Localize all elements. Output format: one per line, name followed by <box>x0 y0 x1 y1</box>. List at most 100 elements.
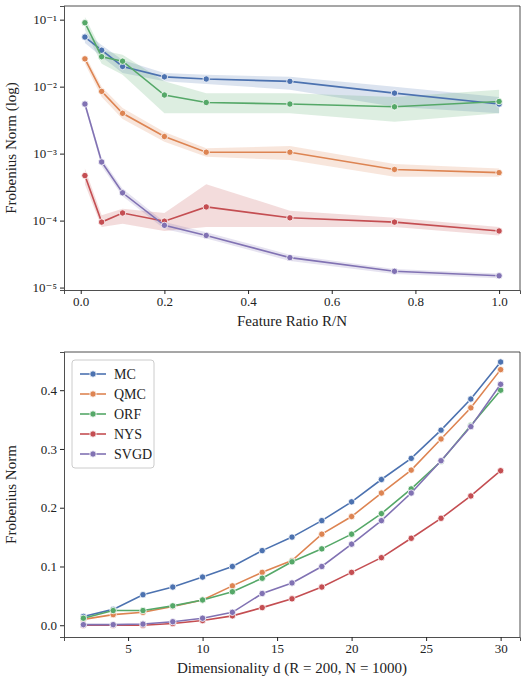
tick: 10⁻⁴ <box>33 213 64 228</box>
point <box>348 499 354 505</box>
axis-line <box>60 353 65 638</box>
tick-label: 0.2 <box>157 294 173 309</box>
point <box>203 76 209 82</box>
y-axis: 0.0 0.1 0.2 0.3 0.4 <box>41 353 65 638</box>
point <box>348 531 354 537</box>
tick-mark <box>60 87 64 88</box>
point <box>438 458 444 464</box>
tick: 15 <box>271 637 284 656</box>
point <box>98 53 104 59</box>
point <box>497 468 503 474</box>
point <box>110 607 116 613</box>
tick: 25 <box>420 637 433 656</box>
x-axis: 51015202530 <box>65 637 521 656</box>
y-axis: 10⁻⁵10⁻⁴10⁻³10⁻²10⁻¹ <box>33 7 65 296</box>
point <box>468 423 474 429</box>
frame <box>64 6 520 7</box>
point <box>170 619 176 625</box>
tick-mark <box>60 154 64 155</box>
tick-mark <box>60 449 64 450</box>
point <box>391 268 397 274</box>
tick-label: 5 <box>125 641 132 656</box>
tick-label: 0.3 <box>41 442 57 457</box>
point <box>287 215 293 221</box>
point <box>140 591 146 597</box>
point <box>497 359 503 365</box>
legend-label: NYS <box>114 427 142 442</box>
legend-label: ORF <box>114 407 141 422</box>
x-axis-title: Feature Ratio R/N <box>237 313 347 329</box>
point <box>229 563 235 569</box>
point <box>408 455 414 461</box>
point <box>80 622 86 628</box>
point <box>140 607 146 613</box>
point <box>391 219 397 225</box>
point <box>119 210 125 216</box>
point <box>348 541 354 547</box>
axis-line <box>65 291 521 295</box>
tick: 0.2 <box>41 500 64 515</box>
point <box>289 580 295 586</box>
plot-area <box>80 359 504 629</box>
point <box>496 169 502 175</box>
point <box>98 219 104 225</box>
point <box>378 554 384 560</box>
point <box>259 575 265 581</box>
point <box>229 609 235 615</box>
series-line <box>83 471 500 626</box>
legend-marker <box>90 371 96 377</box>
confidence-band <box>85 168 499 235</box>
point <box>199 597 205 603</box>
point <box>319 546 325 552</box>
point <box>287 78 293 84</box>
frame <box>520 6 521 290</box>
point <box>319 531 325 537</box>
tick-label: 10 <box>197 641 210 656</box>
point <box>199 615 205 621</box>
tick-label: 0.0 <box>41 618 57 633</box>
tick-label: 0.2 <box>41 500 57 515</box>
tick: 20 <box>346 637 359 656</box>
point <box>319 584 325 590</box>
figure: 0.00.20.40.60.81.010⁻⁵10⁻⁴10⁻³10⁻²10⁻¹Fe… <box>0 0 530 692</box>
point <box>319 517 325 523</box>
legend-marker <box>90 411 96 417</box>
tick-label: 1.0 <box>491 294 507 309</box>
legend-label: QMC <box>114 387 146 402</box>
point <box>468 493 474 499</box>
point <box>110 621 116 627</box>
point <box>82 101 88 107</box>
y-axis-title: Frobenius Norm <box>3 445 19 544</box>
point <box>438 427 444 433</box>
tick-mark <box>60 20 64 21</box>
point <box>119 190 125 196</box>
series-line <box>85 37 499 104</box>
point <box>287 254 293 260</box>
frame <box>64 352 520 353</box>
point <box>496 228 502 234</box>
point <box>497 366 503 372</box>
tick-label: 10⁻¹ <box>33 12 57 27</box>
tick: 0.0 <box>73 290 89 309</box>
tick-label: 0.4 <box>41 383 58 398</box>
point <box>170 603 176 609</box>
tick-label: 10⁻⁵ <box>33 280 57 295</box>
plot-area <box>82 17 503 279</box>
tick-label: 0.1 <box>41 559 57 574</box>
legend-label: MC <box>114 367 136 382</box>
point <box>259 590 265 596</box>
point <box>203 232 209 238</box>
point <box>378 476 384 482</box>
point <box>119 58 125 64</box>
point <box>408 535 414 541</box>
point <box>391 166 397 172</box>
tick-label: 0.4 <box>240 294 257 309</box>
point <box>287 149 293 155</box>
point <box>348 513 354 519</box>
tick-mark <box>60 288 64 289</box>
point <box>110 622 116 628</box>
legend-marker <box>90 431 96 437</box>
axis-line <box>60 7 65 291</box>
tick-label: 0.6 <box>324 294 341 309</box>
point <box>199 574 205 580</box>
